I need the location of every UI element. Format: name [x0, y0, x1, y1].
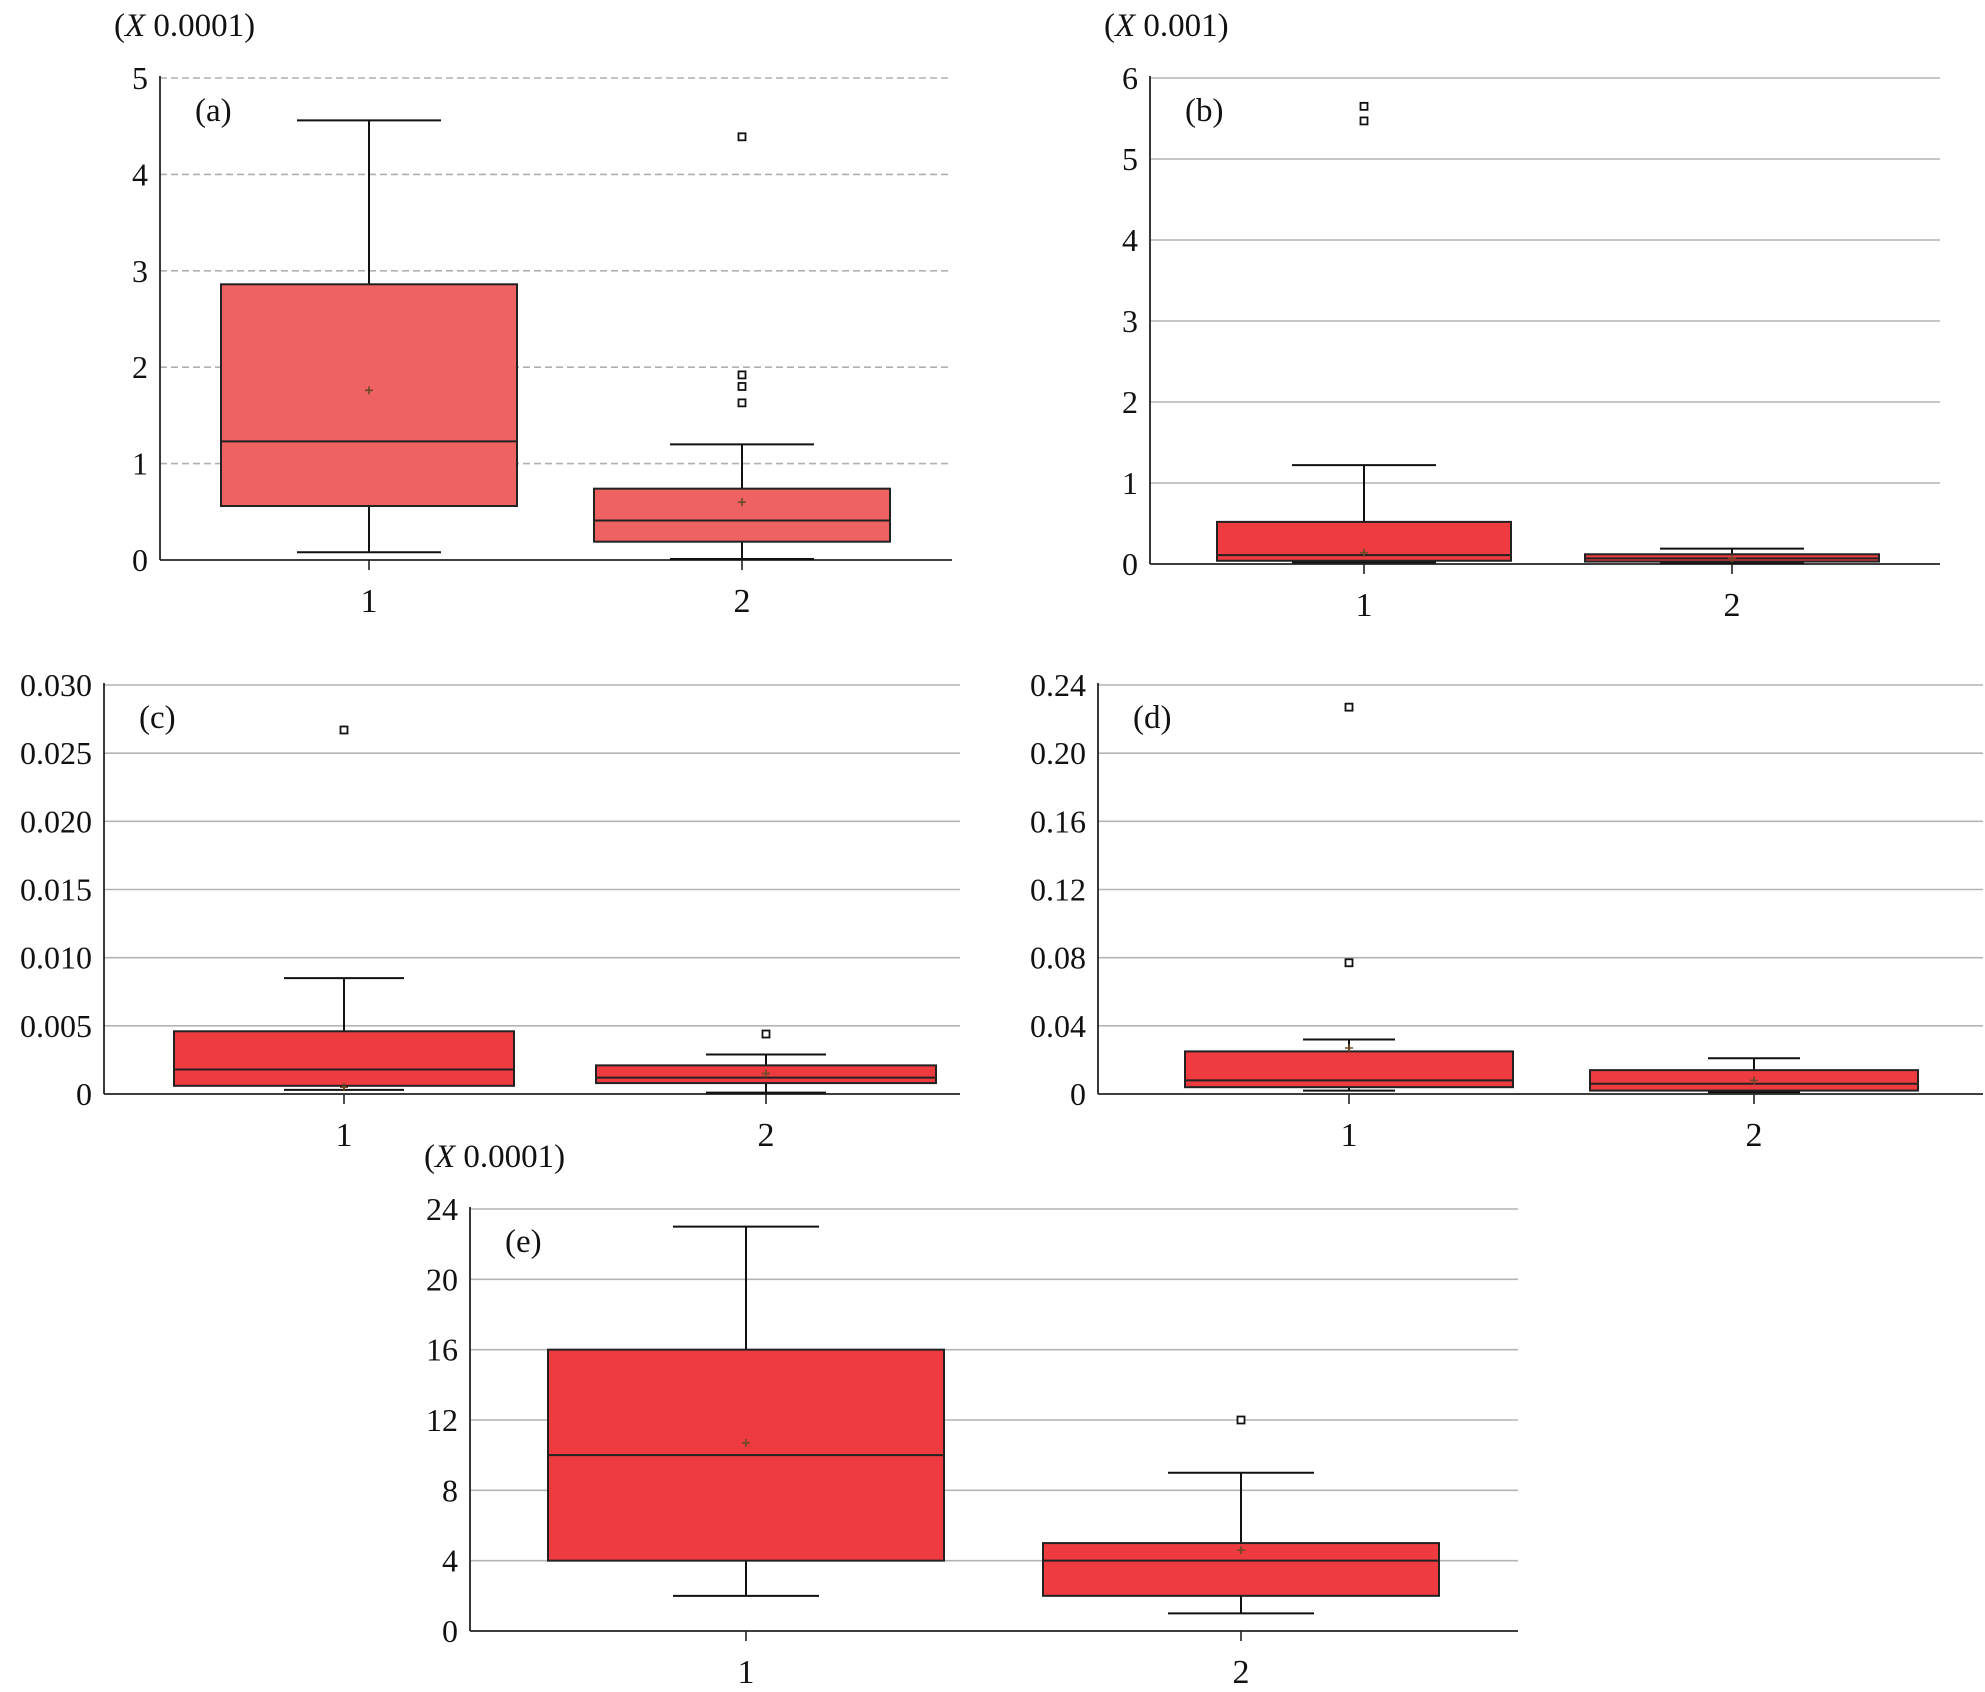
- panel-label: (e): [505, 1224, 542, 1260]
- y-tick-label: 12: [426, 1402, 458, 1438]
- box-1: [1216, 101, 1512, 564]
- panel-label: (b): [1185, 93, 1223, 129]
- y-tick-label: 3: [1122, 303, 1138, 339]
- y-tick-label: 5: [132, 60, 148, 96]
- scale-label: (X 0.0001): [114, 8, 255, 44]
- panel-d: 0 0.04 0.08 0.12 0.16 0.20 0.24 1 2 (d): [1030, 667, 1983, 1154]
- box-2: [1584, 547, 1880, 565]
- x-tick-label: 2: [1746, 1117, 1763, 1154]
- box-1: [173, 725, 515, 1092]
- mean-marker: [762, 1069, 770, 1078]
- mean-marker: [1728, 554, 1736, 563]
- y-tick-label: 0.010: [20, 940, 92, 976]
- scale-label: (X 0.0001): [424, 1139, 565, 1175]
- panel-b: 0 1 2 3 4 5 6 1 2 (b) (X 0.001): [1104, 8, 1940, 624]
- y-tick-label: 0.16: [1030, 803, 1086, 839]
- outlier-point: [339, 725, 349, 735]
- outlier-point: [737, 382, 747, 391]
- y-tick-label: 0: [1070, 1076, 1086, 1112]
- outlier-point: [1359, 116, 1369, 126]
- y-tick-label: 0.20: [1030, 735, 1086, 771]
- y-tick-label: 0.020: [20, 803, 92, 839]
- panel-label: (d): [1133, 700, 1171, 736]
- box-2: [595, 1029, 937, 1094]
- y-tick-label: 20: [426, 1261, 458, 1297]
- iqr-box: [593, 487, 891, 543]
- mean-marker: [365, 386, 373, 395]
- mean-marker: [1237, 1546, 1245, 1555]
- mean-marker: [1360, 548, 1368, 557]
- outlier-point: [737, 398, 747, 408]
- y-tick-label: 4: [132, 156, 148, 192]
- y-tick-label: 0: [442, 1613, 458, 1649]
- x-tick-label: 1: [1341, 1117, 1358, 1154]
- iqr-box: [220, 283, 518, 508]
- outlier-point: [1344, 702, 1354, 712]
- y-tick-label: 0.04: [1030, 1008, 1086, 1044]
- box-1: [1184, 702, 1514, 1092]
- outlier-point: [1236, 1415, 1246, 1425]
- y-tick-label: 0.030: [20, 667, 92, 703]
- y-tick-label: 2: [1122, 384, 1138, 420]
- y-tick-label: 0.08: [1030, 940, 1086, 976]
- x-tick-label: 2: [1724, 587, 1741, 624]
- panel-c: 0 0.005 0.010 0.015 0.020 0.025 0.030 1 2 (c): [20, 667, 960, 1154]
- iqr-box: [173, 1030, 515, 1087]
- y-tick-label: 8: [442, 1472, 458, 1508]
- mean-marker: [1750, 1076, 1758, 1085]
- outlier-point: [737, 132, 747, 142]
- x-tick-label: 1: [361, 583, 378, 620]
- y-tick-label: 24: [426, 1191, 458, 1227]
- mean-marker: [738, 498, 746, 507]
- y-tick-label: 0.025: [20, 735, 92, 771]
- y-tick-label: 1: [132, 446, 148, 482]
- mean-marker: [340, 1083, 348, 1092]
- y-tick-label: 1: [1122, 465, 1138, 501]
- outlier-point: [1359, 101, 1369, 111]
- panel-label: (a): [195, 93, 232, 129]
- y-tick-label: 3: [132, 253, 148, 289]
- y-tick-label: 0: [76, 1076, 92, 1112]
- scale-label: (X 0.001): [1104, 8, 1229, 44]
- outlier-point: [737, 370, 747, 380]
- x-tick-label: 2: [758, 1117, 775, 1154]
- y-tick-label: 6: [1122, 60, 1138, 96]
- box-1: [547, 1225, 945, 1597]
- y-tick-label: 2: [132, 349, 148, 385]
- y-tick-label: 4: [442, 1543, 458, 1579]
- y-tick-label: 0.005: [20, 1008, 92, 1044]
- y-tick-label: 0.24: [1030, 667, 1086, 703]
- mean-marker: [742, 1438, 750, 1447]
- mean-marker: [1345, 1043, 1353, 1052]
- y-tick-label: 4: [1122, 222, 1138, 258]
- box-2: [593, 132, 891, 561]
- box-1: [220, 119, 518, 554]
- outlier-point: [761, 1029, 771, 1039]
- iqr-box: [1184, 1050, 1514, 1089]
- panel-label: (c): [139, 700, 176, 736]
- y-tick-label: 0.015: [20, 872, 92, 908]
- y-tick-label: 0.12: [1030, 872, 1086, 908]
- x-tick-label: 1: [1356, 587, 1373, 624]
- y-tick-label: 5: [1122, 141, 1138, 177]
- x-tick-label: 2: [1233, 1654, 1250, 1691]
- y-tick-label: 0: [132, 542, 148, 578]
- panel-a: 0 1 2 3 4 5 1 2 (a) (X 0.0001): [114, 8, 952, 620]
- x-tick-label: 1: [336, 1117, 353, 1154]
- box-2: [1589, 1057, 1919, 1094]
- box-2: [1042, 1415, 1440, 1615]
- outlier-point: [1344, 958, 1354, 968]
- y-tick-label: 0: [1122, 546, 1138, 582]
- x-tick-label: 2: [734, 583, 751, 620]
- y-tick-label: 16: [426, 1332, 458, 1368]
- x-tick-label: 1: [738, 1654, 755, 1691]
